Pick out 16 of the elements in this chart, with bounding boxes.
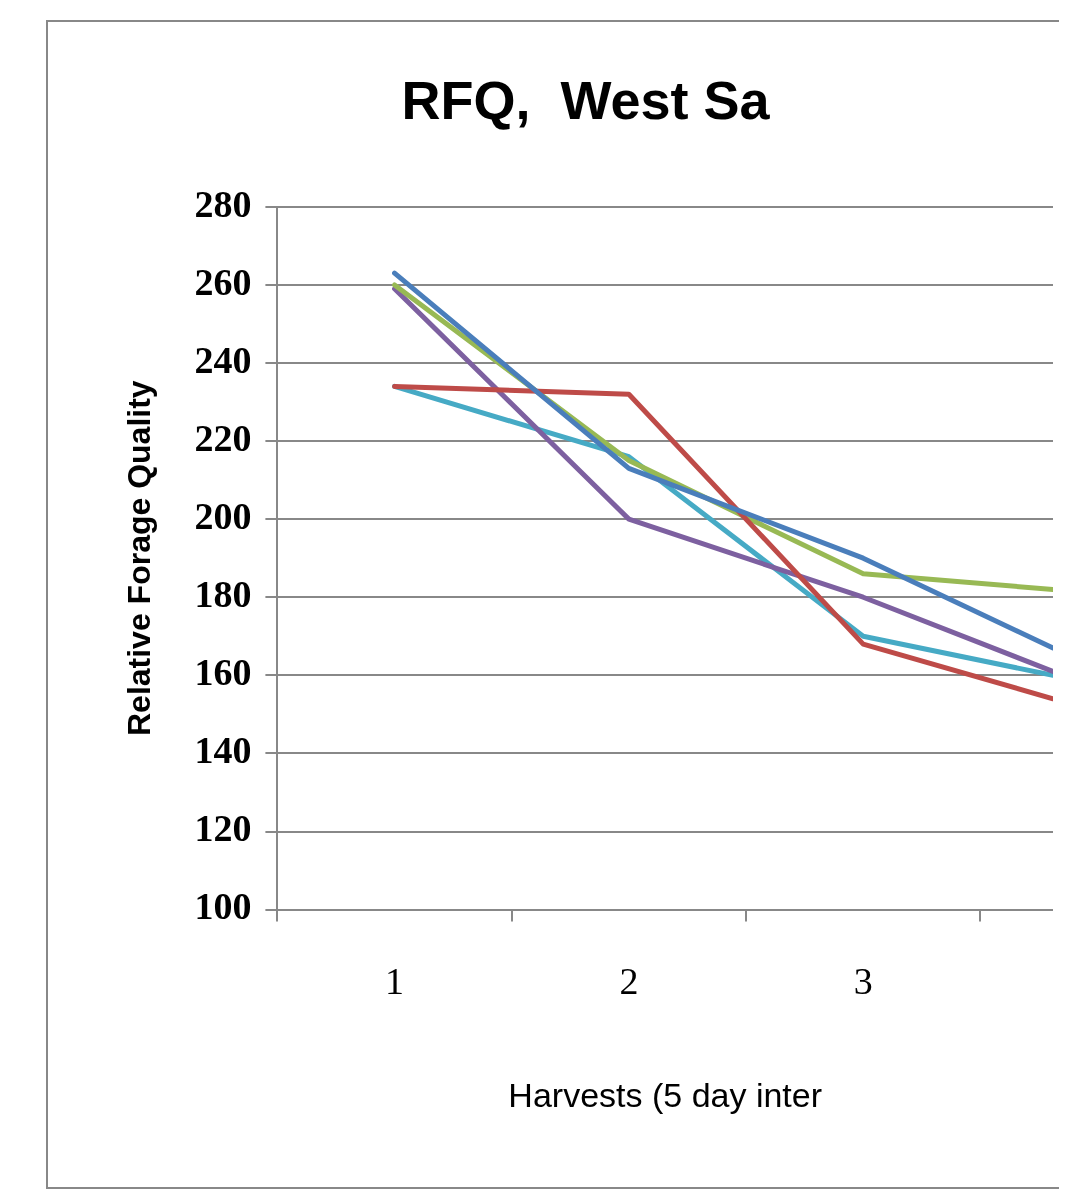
y-tick-label: 260 [194, 260, 252, 303]
x-tick-label: 1 [385, 960, 405, 1003]
y-tick-label: 200 [194, 494, 252, 537]
y-tick-label: 140 [194, 729, 252, 772]
x-tick-label: 3 [853, 960, 873, 1003]
y-axis-title: Relative Forage Quality [121, 380, 158, 737]
y-tick-label: 220 [194, 416, 252, 459]
y-tick-label: 100 [194, 885, 252, 928]
y-tick-label: 120 [194, 807, 252, 850]
chart-title: RFQ, West Sa [401, 70, 771, 131]
y-tick-label: 280 [194, 182, 252, 225]
y-tick-label: 160 [194, 651, 252, 694]
y-tick-label: 240 [194, 338, 252, 381]
y-tick-label: 180 [194, 573, 252, 616]
x-tick-label: 2 [619, 960, 639, 1003]
x-axis-title: Harvests (5 day inter [508, 1075, 823, 1114]
